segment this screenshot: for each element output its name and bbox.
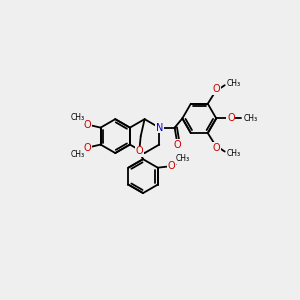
Text: O: O (168, 161, 176, 171)
Text: O: O (84, 143, 91, 153)
Text: CH₃: CH₃ (70, 113, 85, 122)
Text: O: O (212, 84, 220, 94)
Text: O: O (174, 140, 182, 150)
Text: O: O (135, 146, 143, 157)
Text: O: O (227, 113, 235, 123)
Text: CH₃: CH₃ (243, 114, 257, 123)
Text: CH₃: CH₃ (227, 79, 241, 88)
Text: CH₃: CH₃ (175, 154, 189, 163)
Text: O: O (84, 119, 91, 130)
Text: CH₃: CH₃ (227, 148, 241, 158)
Text: N: N (156, 123, 163, 133)
Text: CH₃: CH₃ (70, 150, 85, 159)
Text: O: O (212, 143, 220, 153)
